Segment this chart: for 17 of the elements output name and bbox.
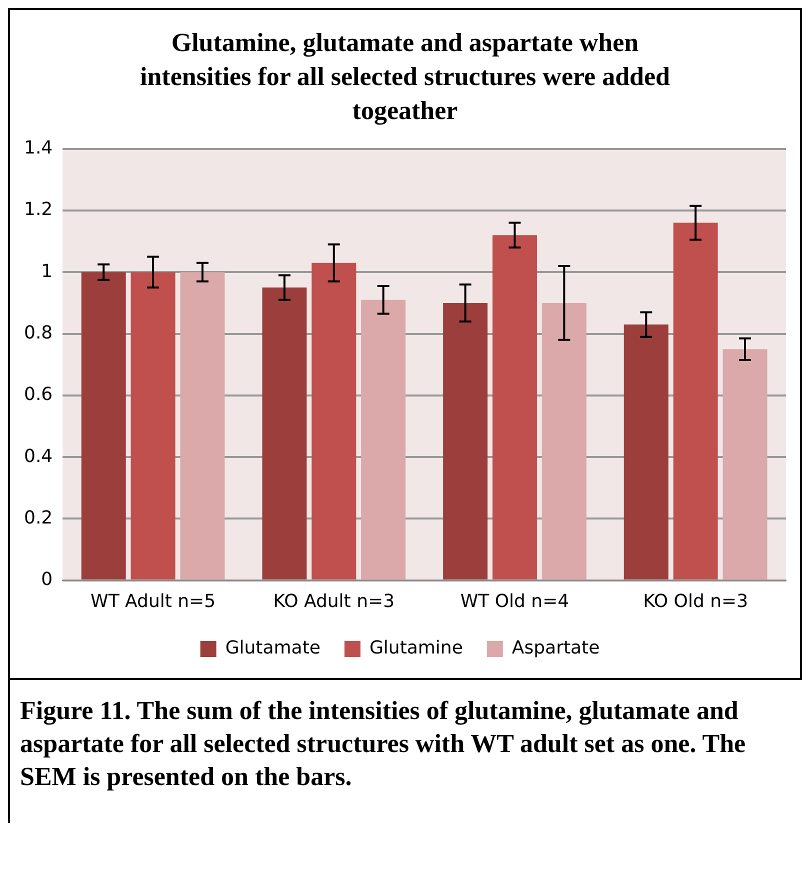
x-tick-label: WT Adult n=5 [90, 590, 216, 612]
y-tick-label: 0 [41, 569, 53, 590]
caption: Figure 11. The sum of the intensities of glutamine, glutamate and aspartate for all selected structures with WT adult set as one. The SEM is presented on the bars. [8, 680, 802, 823]
y-tick-label: 0.8 [24, 322, 53, 344]
legend-label: Glutamine [369, 638, 463, 659]
y-tick-label: 0.6 [24, 384, 53, 406]
y-tick-label: 0.2 [24, 507, 53, 528]
y-tick-label: 1 [41, 260, 53, 282]
legend-label: Glutamate [225, 638, 320, 659]
y-tick-label: 1.4 [24, 137, 53, 158]
x-tick-label: KO Adult n=3 [273, 590, 395, 612]
x-tick-label: WT Old n=4 [460, 590, 570, 612]
legend-label: Aspartate [512, 638, 600, 659]
x-tick-label: KO Old n=3 [643, 590, 748, 612]
y-tick-label: 1.2 [24, 199, 53, 220]
chart-title: Glutamine, glutamate and aspartate when intensities for all selected structures were added togeather [138, 27, 672, 127]
y-tick-label: 0.4 [24, 446, 53, 467]
